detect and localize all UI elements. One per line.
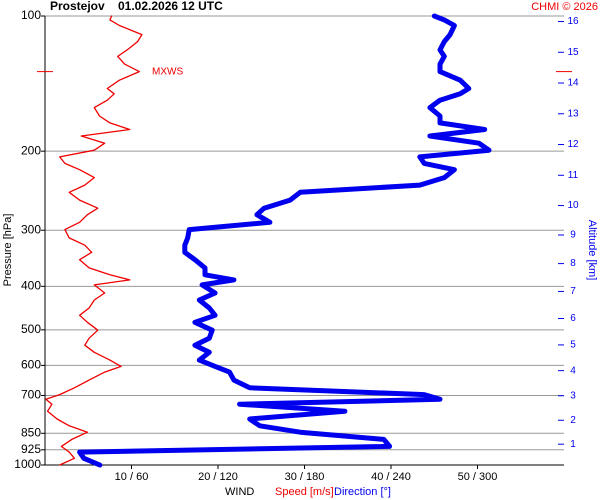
y2-tick-label: 12 (567, 139, 579, 150)
y-tick-label: 600 (21, 358, 41, 372)
y-axis-label: Pressure [hPa] (2, 214, 14, 287)
speed-line (45, 15, 143, 466)
legend-entry: Direction [°] (334, 486, 391, 498)
direction-line (77, 13, 492, 468)
y2-tick-label: 5 (570, 340, 576, 351)
y2-tick-label: 10 (567, 200, 579, 211)
y2-tick-label: 4 (570, 365, 576, 376)
chart-title: Prostejov (50, 0, 105, 13)
x-tick-label: 40 / 240 (371, 471, 411, 483)
y2-tick-label: 15 (567, 47, 579, 58)
x-tick-label: 20 / 120 (198, 471, 238, 483)
y2-tick-label: 3 (570, 390, 576, 401)
y-tick-label: 700 (21, 388, 41, 402)
y2-tick-label: 11 (568, 170, 579, 181)
credit: CHMI © 2026 (531, 1, 598, 13)
y-tick-label: 100 (21, 8, 41, 22)
y-tick-label: 300 (21, 222, 41, 236)
y2-tick-label: 6 (570, 313, 576, 324)
y-tick-label: 925 (21, 442, 41, 456)
y-tick-label: 400 (21, 278, 41, 292)
chart-subtitle: 01.02.2026 12 UTC (118, 0, 223, 13)
x-tick-label: 10 / 60 (115, 471, 149, 483)
y2-tick-label: 14 (567, 78, 579, 89)
y-tick-label: 200 (21, 143, 41, 157)
y2-tick-label: 9 (570, 230, 576, 241)
y-tick-label: 500 (21, 322, 41, 336)
y2-tick-label: 7 (570, 286, 576, 297)
x-tick-label: 30 / 180 (285, 471, 325, 483)
y2-tick-label: 13 (567, 108, 579, 119)
mxws-label: MXWS (152, 66, 183, 77)
x-tick-label: 50 / 300 (458, 471, 498, 483)
y2-axis-label: Altitude [km] (586, 220, 598, 281)
legend-entry: Speed [m/s] (275, 486, 334, 498)
y2-tick-label: 2 (570, 415, 576, 426)
y2-tick-label: 1 (570, 439, 576, 450)
y2-tick-label: 16 (567, 16, 579, 27)
y-tick-label: 1000 (14, 457, 41, 471)
x-axis-label: WIND (225, 486, 254, 498)
y2-tick-label: 8 (570, 258, 576, 269)
y-tick-label: 850 (21, 425, 41, 439)
